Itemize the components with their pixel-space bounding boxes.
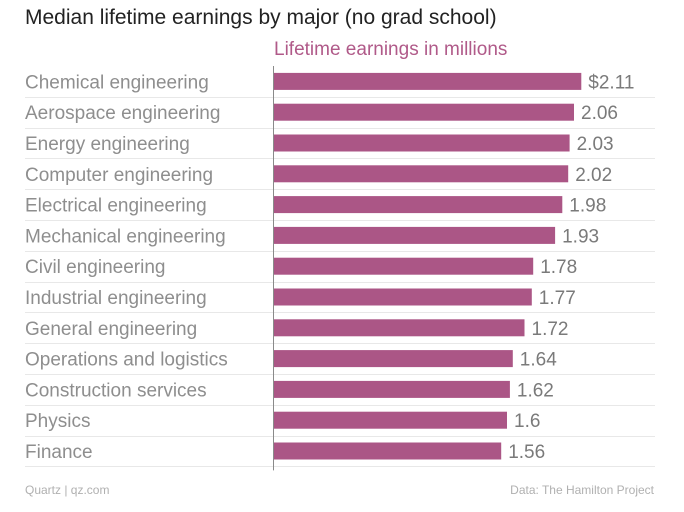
bar: [274, 319, 525, 337]
chart-subtitle: Lifetime earnings in millions: [274, 39, 508, 60]
value-label: 1.98: [569, 196, 606, 217]
footer-source-left: Quartz | qz.com: [25, 483, 110, 497]
value-label: $2.11: [588, 72, 634, 93]
value-label: 1.93: [562, 226, 599, 247]
chart-title: Median lifetime earnings by major (no gr…: [25, 6, 497, 29]
value-label: 2.06: [581, 103, 618, 124]
gridlines: [25, 97, 655, 467]
value-label: 1.6: [514, 411, 540, 432]
category-label: Mechanical engineering: [25, 226, 226, 247]
value-label: 1.72: [532, 319, 569, 340]
value-label: 1.78: [540, 257, 577, 278]
category-label: General engineering: [25, 319, 197, 340]
bar: [274, 196, 563, 214]
value-label: 1.77: [539, 288, 576, 309]
category-label: Physics: [25, 411, 90, 432]
category-label: Industrial engineering: [25, 288, 207, 309]
bar: [274, 350, 513, 368]
bar: [274, 380, 510, 398]
bar: [274, 103, 574, 121]
bar: [274, 134, 570, 152]
value-labels: $2.11 2.06 2.03 2.02 1.98 1.93 1.78 1.77 1.72 1.6…: [508, 72, 634, 463]
category-label: Chemical engineering: [25, 72, 209, 93]
bar: [274, 226, 556, 244]
value-label: 2.03: [577, 134, 614, 155]
footer-source-right: Data: The Hamilton Project: [510, 483, 654, 497]
category-label: Operations and logistics: [25, 350, 228, 371]
value-label: 1.64: [520, 350, 557, 371]
bars: [274, 72, 582, 460]
bar: [274, 257, 534, 275]
category-label: Computer engineering: [25, 165, 213, 186]
category-label: Aerospace engineering: [25, 103, 220, 124]
value-label: 1.56: [508, 442, 545, 463]
category-labels: Chemical engineering Aerospace engineerin…: [25, 72, 228, 463]
value-label: 2.02: [575, 165, 612, 186]
bar: [274, 442, 502, 460]
value-label: 1.62: [517, 380, 554, 401]
bar: [274, 72, 582, 90]
bar: [274, 165, 569, 183]
category-label: Construction services: [25, 380, 207, 401]
bar: [274, 288, 532, 306]
category-label: Civil engineering: [25, 257, 165, 278]
category-label: Energy engineering: [25, 134, 190, 155]
category-label: Electrical engineering: [25, 196, 207, 217]
category-label: Finance: [25, 442, 93, 463]
bar: [274, 411, 507, 429]
